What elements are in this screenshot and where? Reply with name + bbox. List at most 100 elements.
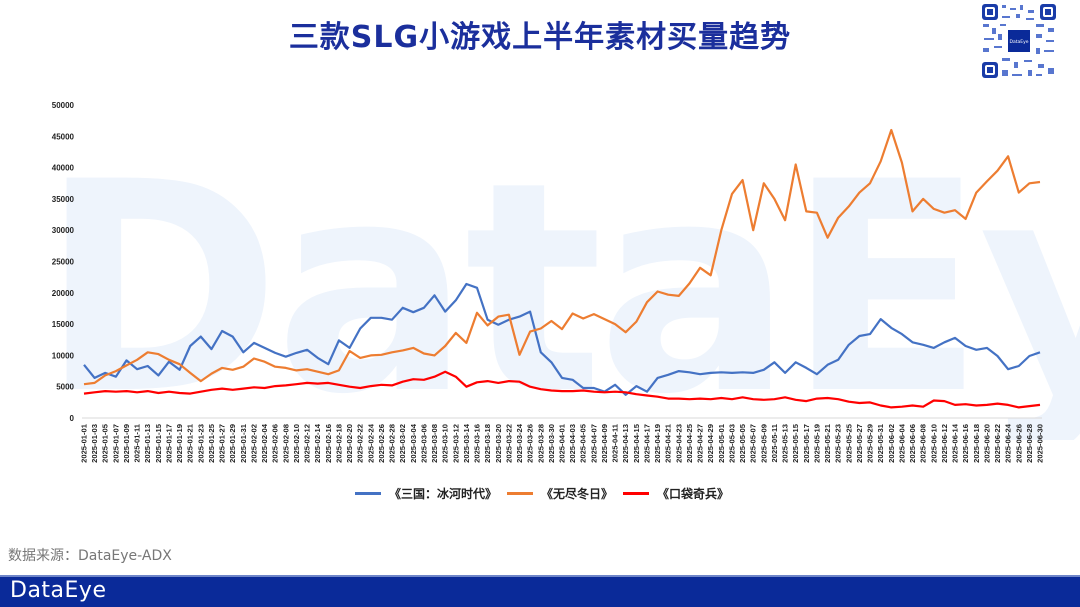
x-tick-label: 2025-04-03 xyxy=(568,424,577,463)
x-tick-label: 2025-06-16 xyxy=(961,424,970,463)
x-tick-label: 2025-02-12 xyxy=(303,424,312,463)
x-tick-label: 2025-01-13 xyxy=(143,424,152,463)
line-chart: 0 5000 10000 15000 20000 25000 30000 35000 40000… xyxy=(52,101,1045,463)
x-tick-label: 2025-05-15 xyxy=(791,423,800,463)
x-tick-label: 2025-01-19 xyxy=(175,424,184,463)
x-tick-label: 2025-03-04 xyxy=(409,423,418,463)
legend-swatch-red xyxy=(623,492,650,495)
legend-item-koudaiqibing[interactable]: 《口袋奇兵》 xyxy=(623,485,729,502)
y-tick-label: 25000 xyxy=(52,258,75,267)
x-tick-label: 2025-06-26 xyxy=(1014,424,1023,463)
x-tick-label: 2025-03-06 xyxy=(419,424,428,463)
legend-item-sanguo[interactable]: 《三国：冰河时代》 xyxy=(355,485,497,502)
legend-label: 《三国：冰河时代》 xyxy=(389,487,498,501)
x-tick-label: 2025-01-27 xyxy=(218,424,227,463)
x-tick-label: 2025-01-05 xyxy=(101,423,110,463)
x-tick-label: 2025-05-11 xyxy=(770,423,779,462)
x-tick-label: 2025-05-25 xyxy=(844,423,853,463)
x-tick-label: 2025-06-08 xyxy=(919,424,928,463)
footer-bar: DataEye xyxy=(0,575,1080,607)
y-tick-label: 0 xyxy=(70,414,75,423)
y-tick-label: 30000 xyxy=(52,226,75,235)
y-tick-label: 45000 xyxy=(52,132,75,141)
x-tick-label: 2025-01-31 xyxy=(239,423,248,463)
x-tick-label: 2025-03-14 xyxy=(462,423,471,463)
legend-item-wujindongri[interactable]: 《无尽冬日》 xyxy=(507,485,613,502)
x-tick-label: 2025-03-08 xyxy=(430,424,439,463)
x-tick-label: 2025-03-02 xyxy=(398,424,407,463)
x-tick-label: 2025-01-21 xyxy=(186,423,195,463)
x-tick-label: 2025-05-13 xyxy=(781,424,790,463)
x-tick-label: 2025-02-04 xyxy=(260,423,269,463)
legend-label: 《无尽冬日》 xyxy=(541,487,614,501)
y-tick-label: 40000 xyxy=(52,164,75,173)
x-tick-label: 2025-03-18 xyxy=(483,424,492,463)
x-tick-label: 2025-04-07 xyxy=(589,424,598,463)
x-tick-label: 2025-06-18 xyxy=(972,424,981,463)
dataeye-logo: DataEye xyxy=(10,578,107,603)
x-tick-label: 2025-05-23 xyxy=(834,424,843,463)
x-tick-label: 2025-03-22 xyxy=(504,424,513,463)
x-tick-label: 2025-05-03 xyxy=(727,424,736,463)
y-tick-label: 50000 xyxy=(52,101,75,110)
x-tick-label: 2025-02-14 xyxy=(313,423,322,463)
x-tick-label: 2025-05-17 xyxy=(802,424,811,463)
x-tick-label: 2025-05-21 xyxy=(823,423,832,463)
series-line-1 xyxy=(83,128,1041,386)
chart-title: 三款SLG小游戏上半年素材买量趋势 xyxy=(288,20,792,55)
x-tick-label: 2025-01-03 xyxy=(90,424,99,463)
x-tick-label: 2025-02-28 xyxy=(388,424,397,463)
x-tick-label: 2025-05-01 xyxy=(717,423,726,463)
y-tick-label: 5000 xyxy=(56,383,74,392)
legend-swatch-orange xyxy=(507,492,534,495)
x-tick-label: 2025-06-20 xyxy=(982,424,991,463)
x-tick-label: 2025-03-26 xyxy=(526,424,535,463)
x-tick-label: 2025-01-23 xyxy=(196,424,205,463)
x-tick-label: 2025-06-06 xyxy=(908,424,917,463)
x-tick-label: 2025-01-25 xyxy=(207,423,216,463)
x-tick-label: 2025-02-02 xyxy=(249,424,258,463)
y-tick-label: 20000 xyxy=(52,289,75,298)
x-tick-label: 2025-05-27 xyxy=(855,424,864,463)
x-tick-label: 2025-06-12 xyxy=(940,424,949,463)
x-tick-label: 2025-04-21 xyxy=(664,423,673,463)
x-tick-label: 2025-02-18 xyxy=(334,424,343,463)
x-tick-label: 2025-04-29 xyxy=(706,424,715,463)
y-tick-label: 15000 xyxy=(52,320,75,329)
x-tick-label: 2025-05-31 xyxy=(876,423,885,463)
x-tick-label: 2025-03-30 xyxy=(547,424,556,463)
x-tick-label: 2025-03-28 xyxy=(536,424,545,463)
x-tick-label: 2025-04-23 xyxy=(674,424,683,463)
x-tick-label: 2025-03-16 xyxy=(473,424,482,463)
x-tick-label: 2025-05-09 xyxy=(759,424,768,463)
x-tick-label: 2025-04-25 xyxy=(685,423,694,463)
x-axis: 2025-01-01 2025-01-03 2025-01-05 2025-01-07… xyxy=(80,423,1045,463)
x-tick-label: 2025-06-02 xyxy=(887,424,896,463)
x-tick-label: 2025-04-17 xyxy=(642,424,651,463)
x-tick-label: 2025-02-10 xyxy=(292,424,301,463)
x-tick-label: 2025-02-24 xyxy=(366,423,375,463)
x-tick-label: 2025-01-01 xyxy=(80,423,89,463)
x-tick-label: 2025-04-13 xyxy=(621,424,630,463)
series-lines xyxy=(83,128,1041,409)
x-tick-label: 2025-01-11 xyxy=(133,423,142,462)
x-tick-label: 2025-05-19 xyxy=(812,424,821,463)
x-tick-label: 2025-01-29 xyxy=(228,424,237,463)
x-tick-label: 2025-02-26 xyxy=(377,424,386,463)
y-tick-label: 35000 xyxy=(52,195,75,204)
y-tick-label: 10000 xyxy=(52,351,75,360)
x-tick-label: 2025-02-06 xyxy=(271,424,280,463)
x-tick-label: 2025-03-20 xyxy=(494,424,503,463)
series-line-0 xyxy=(83,282,1041,396)
x-tick-label: 2025-04-01 xyxy=(558,423,567,463)
x-tick-label: 2025-01-17 xyxy=(164,424,173,463)
x-tick-label: 2025-05-05 xyxy=(738,423,747,463)
legend-swatch-blue xyxy=(355,492,381,495)
x-tick-label: 2025-06-30 xyxy=(1036,424,1045,463)
x-tick-label: 2025-05-29 xyxy=(866,424,875,463)
x-tick-label: 2025-02-08 xyxy=(281,424,290,463)
x-tick-label: 2025-02-22 xyxy=(356,424,365,463)
x-tick-label: 2025-02-16 xyxy=(324,424,333,463)
x-tick-label: 2025-01-07 xyxy=(111,424,120,463)
x-tick-label: 2025-05-07 xyxy=(749,424,758,463)
